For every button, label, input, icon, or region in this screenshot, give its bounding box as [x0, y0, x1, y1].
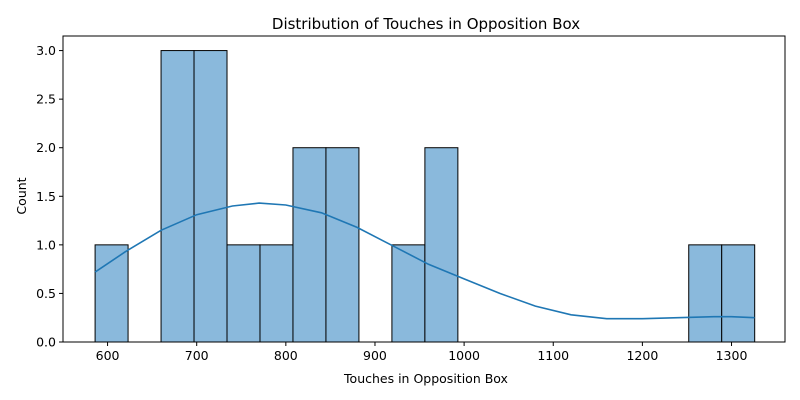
x-tick-label: 1300	[716, 348, 748, 363]
x-axis-ticks: 600 700 800 900 1000 1100 1200 1300	[96, 342, 748, 363]
y-axis-label: Count	[14, 177, 29, 214]
kde-curve	[94, 202, 755, 320]
x-tick-label: 900	[363, 348, 387, 363]
histogram-bar-7	[325, 147, 360, 343]
x-tick-label: 700	[185, 348, 209, 363]
y-tick-label: 0.0	[36, 335, 56, 350]
histogram-bar-2	[160, 50, 195, 343]
histogram-bar-0	[94, 244, 129, 343]
histogram-bar-5	[259, 244, 294, 343]
x-tick-label: 1000	[448, 348, 480, 363]
histogram-bar-3	[193, 50, 228, 343]
y-tick-label: 2.0	[36, 140, 56, 155]
histogram-bar-6	[292, 147, 327, 343]
histogram-bar-18	[688, 244, 723, 343]
y-tick-label: 0.5	[36, 286, 56, 301]
plot-frame	[62, 35, 786, 343]
y-tick-label: 2.5	[36, 92, 56, 107]
histogram-bar-9	[391, 244, 426, 343]
histogram-bar-19	[721, 244, 756, 343]
x-tick-label: 600	[96, 348, 120, 363]
y-tick-label: 3.0	[36, 43, 56, 58]
x-axis-label: Touches in Opposition Box	[343, 371, 508, 386]
histogram-bars	[94, 50, 756, 343]
y-tick-label: 1.0	[36, 237, 56, 252]
y-axis-ticks: 0.0 0.5 1.0 1.5 2.0 2.5 3.0	[36, 43, 63, 350]
histogram-bar-10	[424, 147, 459, 343]
x-tick-label: 1100	[537, 348, 569, 363]
chart-title: Distribution of Touches in Opposition Bo…	[272, 15, 580, 33]
y-tick-label: 1.5	[36, 189, 56, 204]
histogram-bar-4	[226, 244, 261, 343]
x-tick-label: 1200	[626, 348, 658, 363]
x-tick-label: 800	[274, 348, 298, 363]
